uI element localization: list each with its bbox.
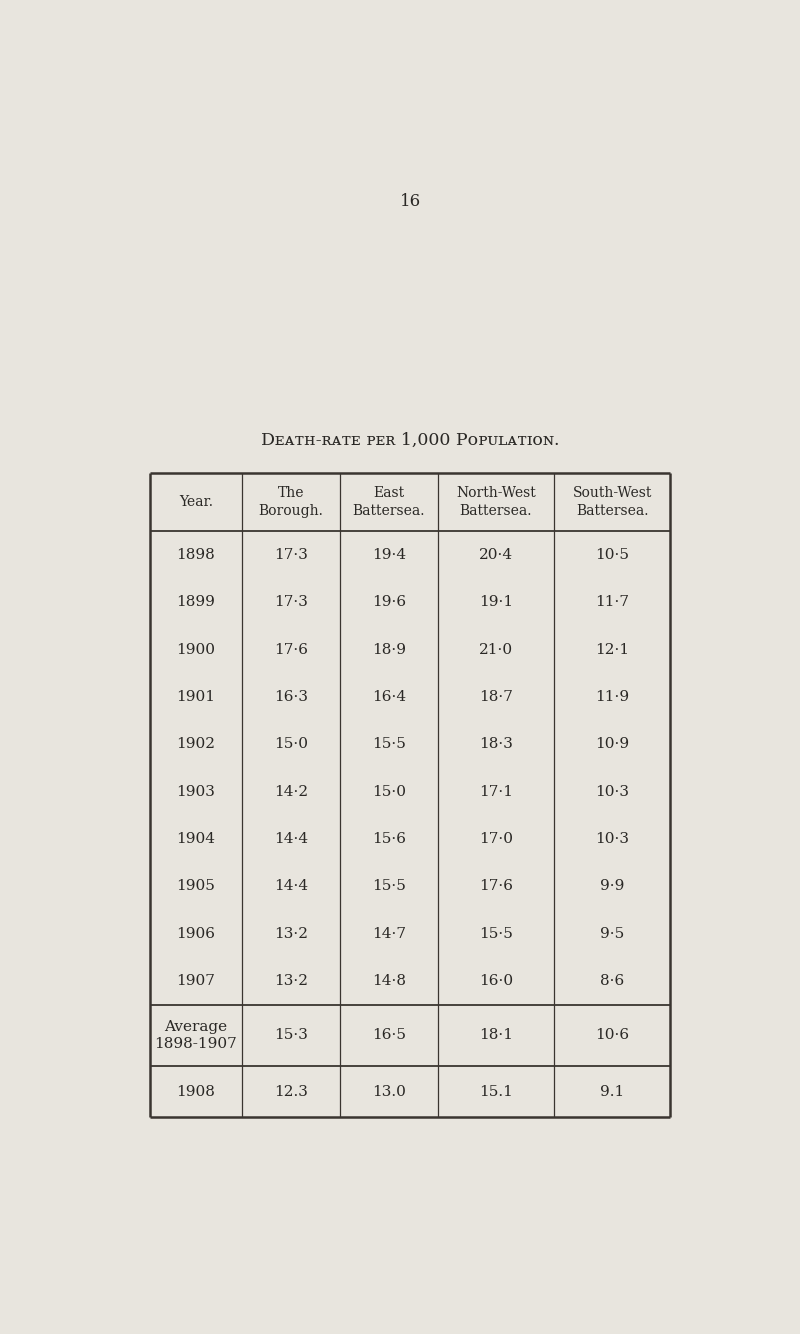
Text: 18·1: 18·1 [479, 1029, 513, 1042]
Text: 16·4: 16·4 [372, 690, 406, 704]
Text: 11·7: 11·7 [595, 595, 630, 610]
Text: 16: 16 [399, 193, 421, 209]
Text: 9·5: 9·5 [600, 927, 624, 940]
Text: 13·2: 13·2 [274, 927, 308, 940]
Text: 14·2: 14·2 [274, 784, 308, 799]
Text: 19·4: 19·4 [372, 548, 406, 562]
Text: 19·1: 19·1 [479, 595, 513, 610]
Text: 17·6: 17·6 [274, 643, 308, 656]
Text: 19·6: 19·6 [372, 595, 406, 610]
Text: 8·6: 8·6 [600, 974, 624, 988]
Text: 1905: 1905 [177, 879, 215, 894]
Text: 1904: 1904 [176, 832, 215, 846]
Text: South-West
Battersea.: South-West Battersea. [573, 487, 652, 519]
Text: Dᴇᴀᴛʜ-ʀᴀᴛᴇ ᴘᴇʀ 1,000 Pᴏᴘᴜʟᴀᴛɪᴏɴ.: Dᴇᴀᴛʜ-ʀᴀᴛᴇ ᴘᴇʀ 1,000 Pᴏᴘᴜʟᴀᴛɪᴏɴ. [261, 432, 559, 450]
Text: 16·3: 16·3 [274, 690, 308, 704]
Text: 16·0: 16·0 [479, 974, 513, 988]
Text: 18·7: 18·7 [479, 690, 513, 704]
Text: 9·9: 9·9 [600, 879, 625, 894]
Text: 10·5: 10·5 [595, 548, 630, 562]
Text: 13·2: 13·2 [274, 974, 308, 988]
Text: East
Battersea.: East Battersea. [353, 487, 425, 519]
Text: 11·9: 11·9 [595, 690, 630, 704]
Text: 17·1: 17·1 [479, 784, 513, 799]
Text: 15·5: 15·5 [372, 879, 406, 894]
Text: 1901: 1901 [176, 690, 215, 704]
Text: 1900: 1900 [176, 643, 215, 656]
Text: 14·4: 14·4 [274, 879, 308, 894]
Text: 15·5: 15·5 [479, 927, 513, 940]
Text: 21·0: 21·0 [479, 643, 513, 656]
Text: 15·3: 15·3 [274, 1029, 308, 1042]
Text: The
Borough.: The Borough. [258, 487, 323, 519]
Text: 15·6: 15·6 [372, 832, 406, 846]
Text: 17·6: 17·6 [479, 879, 513, 894]
Text: Year.: Year. [179, 495, 213, 510]
Text: 1908: 1908 [177, 1085, 215, 1099]
Text: 16·5: 16·5 [372, 1029, 406, 1042]
Text: 17·3: 17·3 [274, 595, 308, 610]
Text: 9.1: 9.1 [600, 1085, 624, 1099]
Text: North-West
Battersea.: North-West Battersea. [456, 487, 536, 519]
Text: 17·3: 17·3 [274, 548, 308, 562]
Text: 1898: 1898 [177, 548, 215, 562]
Text: 15·0: 15·0 [372, 784, 406, 799]
Text: 14·7: 14·7 [372, 927, 406, 940]
Text: 18·3: 18·3 [479, 738, 513, 751]
Text: 1899: 1899 [177, 595, 215, 610]
Text: 10·6: 10·6 [595, 1029, 630, 1042]
Text: 20·4: 20·4 [479, 548, 513, 562]
Text: 1903: 1903 [177, 784, 215, 799]
Text: 12.3: 12.3 [274, 1085, 308, 1099]
Text: 1907: 1907 [177, 974, 215, 988]
Text: 18·9: 18·9 [372, 643, 406, 656]
Text: 13.0: 13.0 [372, 1085, 406, 1099]
Text: 1906: 1906 [176, 927, 215, 940]
Text: Average
1898-1907: Average 1898-1907 [154, 1021, 238, 1051]
Text: 12·1: 12·1 [595, 643, 630, 656]
Text: 14·8: 14·8 [372, 974, 406, 988]
Text: 17·0: 17·0 [479, 832, 513, 846]
Text: 15.1: 15.1 [479, 1085, 513, 1099]
Text: 10·3: 10·3 [595, 832, 630, 846]
Text: 10·9: 10·9 [595, 738, 630, 751]
Text: 14·4: 14·4 [274, 832, 308, 846]
Text: 10·3: 10·3 [595, 784, 630, 799]
Text: 1902: 1902 [176, 738, 215, 751]
Text: 15·0: 15·0 [274, 738, 308, 751]
Text: 15·5: 15·5 [372, 738, 406, 751]
